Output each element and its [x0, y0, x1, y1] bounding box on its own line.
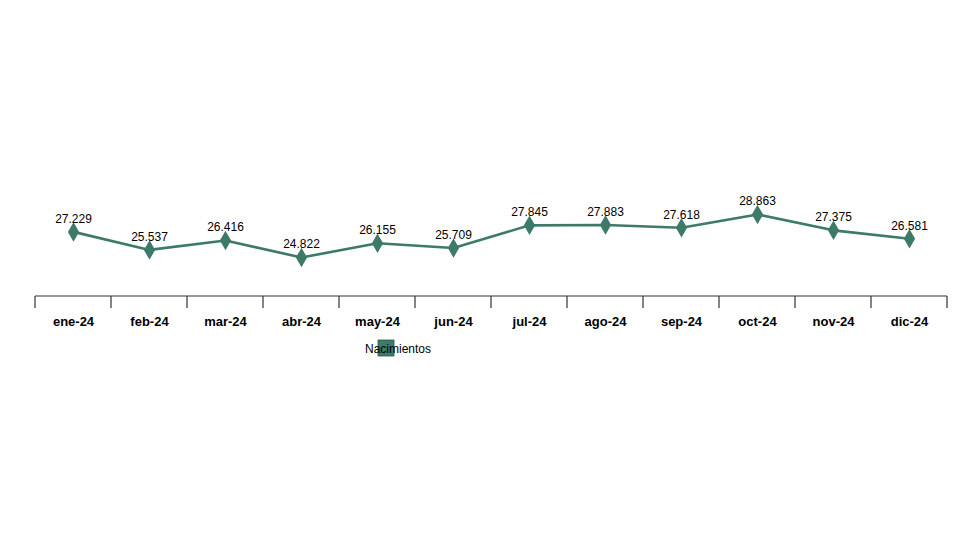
svg-text:26.581: 26.581	[891, 219, 928, 233]
svg-text:abr-24: abr-24	[282, 314, 322, 329]
svg-text:27.375: 27.375	[815, 210, 852, 224]
svg-text:24.822: 24.822	[283, 237, 320, 251]
svg-text:dic-24: dic-24	[891, 314, 929, 329]
svg-text:jun-24: jun-24	[433, 314, 473, 329]
svg-text:26.416: 26.416	[207, 220, 244, 234]
svg-text:ago-24: ago-24	[585, 314, 628, 329]
svg-text:27.618: 27.618	[663, 208, 700, 222]
svg-text:25.537: 25.537	[131, 230, 168, 244]
svg-text:nov-24: nov-24	[813, 314, 856, 329]
svg-text:oct-24: oct-24	[738, 314, 777, 329]
svg-text:28.863: 28.863	[739, 194, 776, 208]
svg-text:27.883: 27.883	[587, 205, 624, 219]
svg-text:sep-24: sep-24	[661, 314, 703, 329]
svg-text:27.229: 27.229	[55, 212, 92, 226]
svg-text:25.709: 25.709	[435, 228, 472, 242]
svg-text:may-24: may-24	[355, 314, 401, 329]
svg-text:26.155: 26.155	[359, 223, 396, 237]
svg-text:jul-24: jul-24	[512, 314, 548, 329]
svg-text:Nacimientos: Nacimientos	[365, 342, 431, 356]
svg-text:mar-24: mar-24	[204, 314, 247, 329]
svg-text:ene-24: ene-24	[53, 314, 95, 329]
svg-text:feb-24: feb-24	[130, 314, 169, 329]
svg-text:27.845: 27.845	[511, 205, 548, 219]
